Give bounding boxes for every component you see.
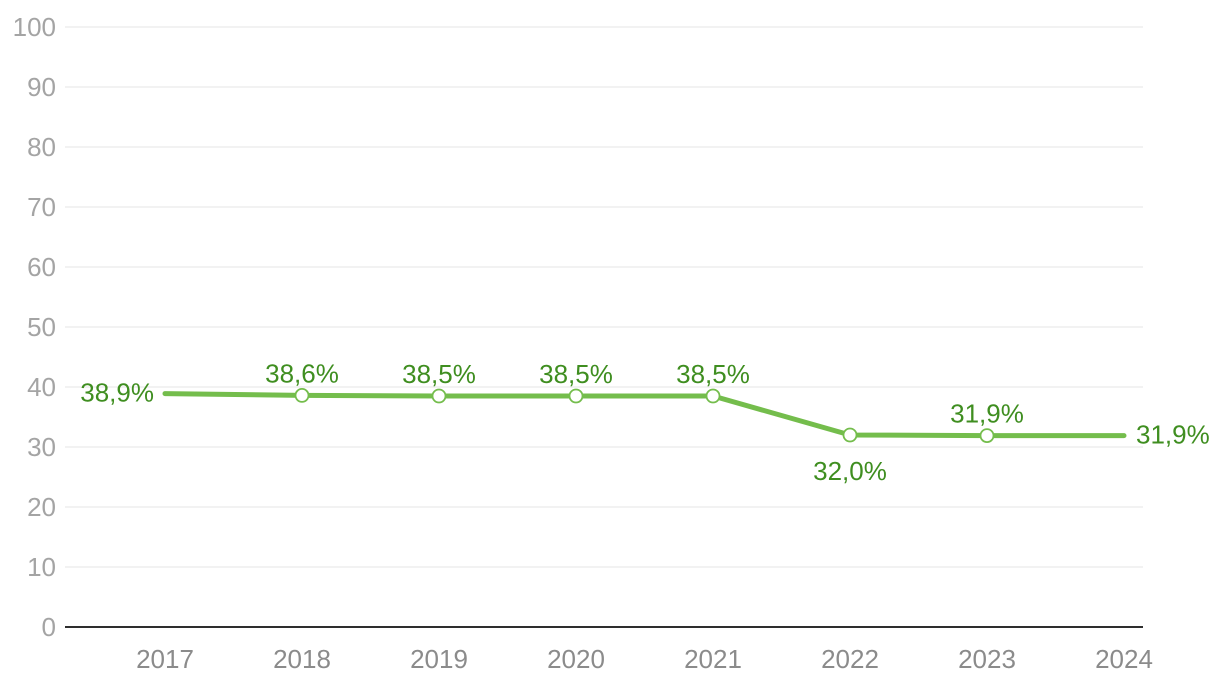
x-tick-label: 2020 — [547, 644, 605, 674]
value-label: 38,6% — [265, 358, 339, 388]
gridlines-group — [65, 26, 1143, 568]
x-axis-group: 2017 2018 2019 2020 2021 2022 2023 2024 — [65, 626, 1153, 674]
y-tick-label: 80 — [27, 132, 56, 162]
data-point-marker — [705, 388, 721, 404]
y-tick-label: 90 — [27, 72, 56, 102]
value-label: 38,9% — [80, 378, 154, 408]
value-label: 38,5% — [676, 359, 750, 389]
value-labels-group: 38,9% 38,6% 38,5% 38,5% 38,5% 32,0% 31,9% 31,9% — [80, 358, 1209, 486]
x-tick-label: 2018 — [273, 644, 331, 674]
x-tick-label: 2023 — [958, 644, 1016, 674]
value-label: 32,0% — [813, 456, 887, 486]
x-tick-label: 2021 — [684, 644, 742, 674]
series-group — [162, 387, 1127, 444]
x-tick-label: 2024 — [1095, 644, 1153, 674]
y-axis-labels-group: 0 10 20 30 40 50 60 70 80 90 100 — [13, 12, 56, 642]
y-tick-label: 70 — [27, 192, 56, 222]
y-tick-label: 60 — [27, 252, 56, 282]
data-point-marker — [294, 387, 310, 403]
value-label: 38,5% — [539, 359, 613, 389]
data-point-marker — [842, 427, 858, 443]
data-point-marker — [431, 388, 447, 404]
data-point-marker — [979, 428, 995, 444]
y-tick-label: 20 — [27, 492, 56, 522]
data-point-marker — [568, 388, 584, 404]
y-tick-label: 100 — [13, 12, 56, 42]
series-line — [162, 391, 1127, 439]
value-label: 38,5% — [402, 359, 476, 389]
value-label: 31,9% — [1136, 420, 1210, 450]
y-tick-label: 10 — [27, 552, 56, 582]
x-tick-label: 2019 — [410, 644, 468, 674]
y-tick-label: 40 — [27, 372, 56, 402]
value-label: 31,9% — [950, 399, 1024, 429]
y-tick-label: 30 — [27, 432, 56, 462]
x-tick-label: 2022 — [821, 644, 879, 674]
x-tick-label: 2017 — [136, 644, 194, 674]
y-tick-label: 0 — [42, 612, 56, 642]
y-tick-label: 50 — [27, 312, 56, 342]
